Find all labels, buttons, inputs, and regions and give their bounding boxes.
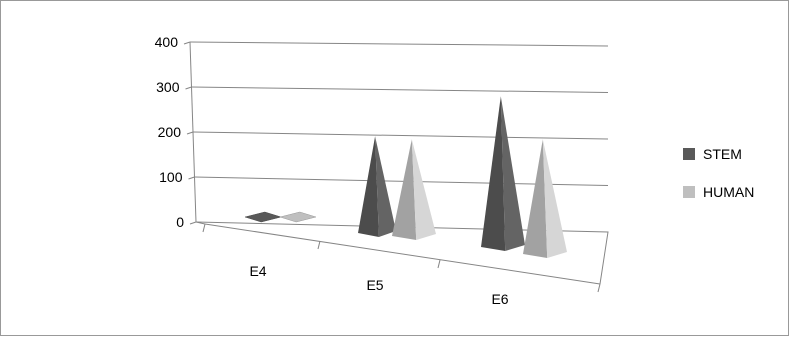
floor-front-edge bbox=[204, 223, 601, 285]
legend-label-stem: STEM bbox=[703, 146, 742, 162]
pyramid-face-left bbox=[392, 139, 417, 240]
data-marks bbox=[244, 96, 567, 258]
pyramid-face-right bbox=[542, 139, 567, 258]
pyramid-face-left bbox=[358, 136, 379, 237]
y-tick-label: 400 bbox=[155, 34, 179, 50]
y-tick-mark-400 bbox=[183, 41, 191, 45]
pyramid-face-left bbox=[523, 139, 548, 258]
x-tick-label: E4 bbox=[249, 263, 266, 279]
legend-swatch-stem bbox=[683, 148, 695, 160]
y-tick-label: 0 bbox=[176, 214, 184, 230]
pyramid-stem-e6 bbox=[481, 96, 525, 251]
x-tick-label: E5 bbox=[366, 277, 383, 293]
y-tick-label: 300 bbox=[156, 79, 180, 95]
x-axis: E4 E5 E6 bbox=[202, 223, 601, 307]
pyramid-human-e5 bbox=[392, 139, 436, 240]
y-tick-mark-100 bbox=[188, 176, 195, 180]
gridline-300 bbox=[191, 86, 609, 93]
y-tick-mark-200 bbox=[186, 131, 194, 135]
pyramid-face-left bbox=[481, 96, 506, 251]
pyramid-face-right bbox=[375, 136, 396, 237]
x-tick-mark-2 bbox=[437, 259, 441, 269]
legend-swatch-human bbox=[683, 186, 695, 198]
pyramid-face-right bbox=[500, 96, 525, 251]
x-tick-mark-3 bbox=[597, 283, 601, 293]
x-tick-mark-0 bbox=[202, 223, 206, 233]
pyramid-face-right bbox=[411, 139, 436, 240]
gridline-200 bbox=[192, 131, 609, 140]
floor-back-edge bbox=[195, 221, 609, 285]
floor-side-edge bbox=[195, 221, 206, 225]
legend: STEM HUMAN bbox=[683, 146, 754, 200]
legend-label-human: HUMAN bbox=[703, 184, 754, 200]
pyramid-human-e4 bbox=[279, 211, 317, 223]
y-tick-mark-0 bbox=[189, 221, 197, 225]
y-tick-mark-300 bbox=[185, 86, 192, 90]
y-tick-label: 100 bbox=[159, 169, 183, 185]
pyramid-stem-e5 bbox=[358, 136, 396, 237]
x-tick-mark-1 bbox=[317, 240, 321, 250]
y-tick-label: 200 bbox=[158, 124, 182, 140]
pyramid-base bbox=[279, 211, 317, 223]
gridline-400 bbox=[189, 41, 609, 47]
x-tick-label: E6 bbox=[491, 291, 508, 307]
pyramid-human-e6 bbox=[523, 139, 567, 258]
y-axis: 0 100 200 300 400 bbox=[155, 34, 197, 230]
